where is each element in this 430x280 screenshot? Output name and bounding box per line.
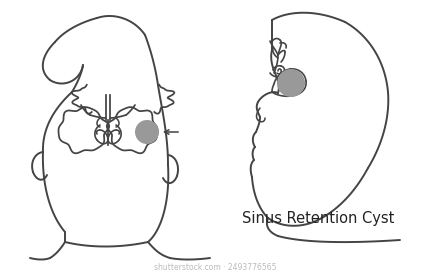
Text: Sinus Retention Cyst: Sinus Retention Cyst [242,211,394,225]
Text: shutterstock.com · 2493776565: shutterstock.com · 2493776565 [154,263,276,272]
Circle shape [135,120,159,144]
Circle shape [277,69,305,97]
